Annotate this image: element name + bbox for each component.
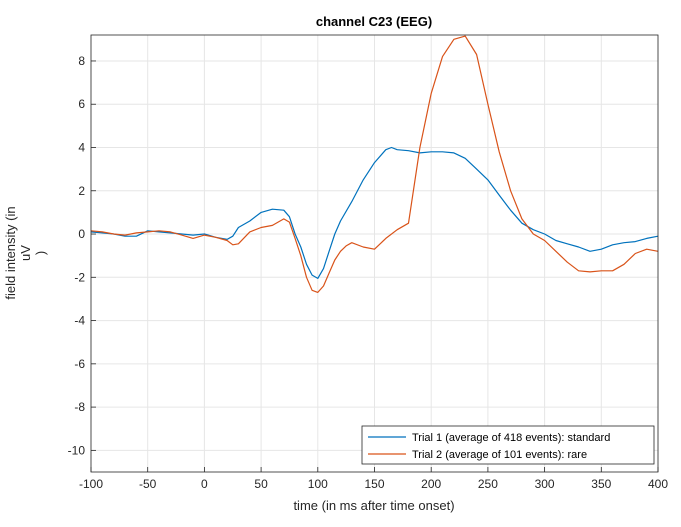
x-tick-label: 150 [364,477,384,491]
y-tick-label: -4 [74,314,85,328]
x-tick-label: 250 [478,477,498,491]
legend-box [361,425,655,465]
y-tick-label: -2 [74,270,85,284]
y-axis-label-line-3: ) [33,251,48,255]
x-tick-label: 0 [201,477,208,491]
chart-title: channel C23 (EEG) [316,14,432,29]
x-tick-label: 400 [648,477,668,491]
x-tick-label: 50 [254,477,268,491]
legend-label-trial-2: Trial 2 (average of 101 events): rare [412,449,587,461]
x-tick-label: 350 [591,477,611,491]
y-tick-label: -10 [68,443,86,457]
series-layer [90,35,659,293]
y-axis-label-line-1: field intensity (in [3,206,18,299]
x-tick-label: -100 [79,477,103,491]
x-axis-label: time (in ms after time onset) [293,498,454,513]
x-tick-label: 100 [308,477,328,491]
x-tick-label: 200 [421,477,441,491]
x-tick-label: 300 [535,477,555,491]
y-axis-label: field intensity (in uV ) [3,206,48,299]
y-tick-label: 2 [78,184,85,198]
y-tick-label: -6 [74,357,85,371]
series-line-trial-2 [90,35,659,293]
x-tick-label: -50 [139,477,157,491]
x-axis: -100 -50 0 50 100 150 200 250 300 350 400 [79,467,668,491]
y-axis: -10 -8 -6 -4 -2 0 2 4 6 8 [68,54,96,457]
y-tick-label: 8 [78,54,85,68]
y-axis-label-line-2: uV [18,245,33,261]
series-line-trial-1 [90,146,659,279]
y-tick-label: 4 [78,140,85,154]
y-tick-label: 6 [78,97,85,111]
y-tick-label: -8 [74,400,85,414]
legend: Trial 1 (average of 418 events): standar… [361,425,655,465]
legend-label-trial-1: Trial 1 (average of 418 events): standar… [412,432,610,444]
y-tick-label: 0 [78,227,85,241]
